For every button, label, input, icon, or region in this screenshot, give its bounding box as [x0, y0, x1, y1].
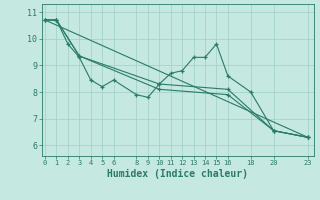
- X-axis label: Humidex (Indice chaleur): Humidex (Indice chaleur): [107, 169, 248, 179]
